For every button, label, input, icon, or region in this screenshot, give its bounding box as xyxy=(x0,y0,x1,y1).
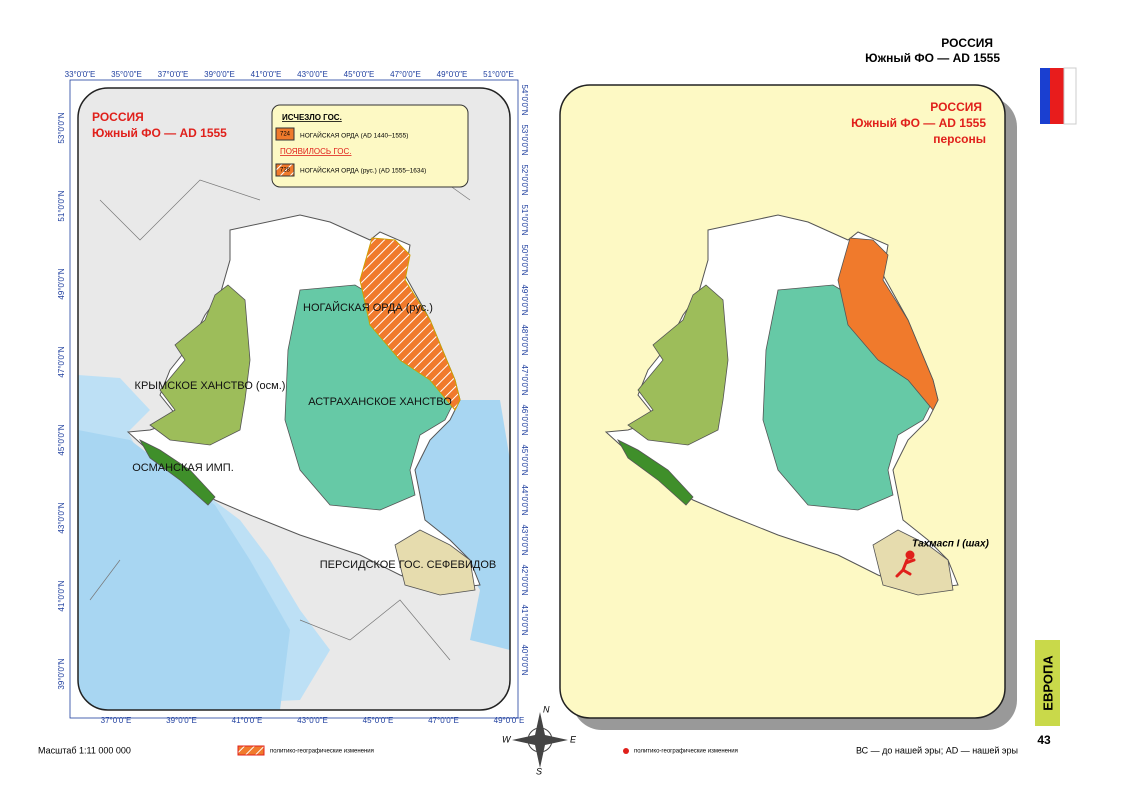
lon-label: 47°0'0"E xyxy=(428,716,459,725)
footer-legend: политико-географические изменения xyxy=(634,749,738,755)
lon-label: 35°0'0"E xyxy=(111,70,142,79)
lat-label: 48°0'0"N xyxy=(520,324,529,355)
lat-label: 39°0'0"N xyxy=(57,658,66,689)
lat-label: 47°0'0"N xyxy=(520,364,529,395)
lon-label: 49°0'0"E xyxy=(437,70,468,79)
legend-swatch xyxy=(237,745,265,756)
lat-label: 45°0'0"N xyxy=(57,424,66,455)
lon-label: 49°0'0"E xyxy=(494,716,525,725)
compass-w: W xyxy=(502,734,512,744)
lat-label: 41°0'0"N xyxy=(520,604,529,635)
region-label: ОСМАНСКАЯ ИМП. xyxy=(132,462,234,474)
lon-label: 37°0'0"E xyxy=(101,716,132,725)
page-number: 43 xyxy=(1037,733,1051,747)
legend-appeared: ПОЯВИЛОСЬ ГОС. xyxy=(280,147,352,156)
lat-label: 40°0'0"N xyxy=(520,644,529,675)
legend: ИСЧЕЗЛО ГОС. 724 НОГАЙСКАЯ ОРДА (AD 1440… xyxy=(271,104,469,188)
lat-label: 43°0'0"N xyxy=(57,502,66,533)
right-map-subtitle: Южный ФО — AD 1555 xyxy=(851,116,986,130)
region-label: НОГАЙСКАЯ ОРДА (рус.) xyxy=(303,301,433,314)
scale: Масштаб 1:11 000 000 xyxy=(38,745,131,755)
lon-label: 47°0'0"E xyxy=(390,70,421,79)
legend-code: 728 xyxy=(280,168,291,174)
side-tab xyxy=(1035,640,1060,726)
region-label: ПЕРСИДСКОЕ ГОС. СЕФЕВИДОВ xyxy=(320,559,496,571)
lon-label: 33°0'0"E xyxy=(65,70,96,79)
legend-disappeared: ИСЧЕЗЛО ГОС. xyxy=(282,113,342,122)
graticule-frame xyxy=(69,79,519,719)
compass-e: E xyxy=(570,734,577,744)
header-subtitle: Южный ФО — AD 1555 xyxy=(865,51,1000,65)
left-map xyxy=(78,88,510,710)
flag xyxy=(1040,67,1077,125)
lat-label: 53°0'0"N xyxy=(57,112,66,143)
side-tab-label: ЕВРОПА xyxy=(1040,655,1055,711)
legend-dot xyxy=(623,748,629,754)
region-label: АСТРАХАНСКОЕ ХАНСТВО xyxy=(308,396,452,408)
left-map-border xyxy=(77,87,511,711)
region-label: КРЫМСКОЕ ХАНСТВО (осм.) xyxy=(135,380,286,392)
lon-label: 51°0'0"E xyxy=(483,70,514,79)
lon-label: 45°0'0"E xyxy=(363,716,394,725)
lon-label: 43°0'0"E xyxy=(297,716,328,725)
compass-n: N xyxy=(543,704,550,714)
lat-label: 49°0'0"N xyxy=(520,284,529,315)
lat-label: 51°0'0"N xyxy=(57,190,66,221)
legend-item: НОГАЙСКАЯ ОРДА (рус.) (AD 1555–1634) xyxy=(300,166,426,175)
left-map-subtitle: Южный ФО — AD 1555 xyxy=(92,126,227,140)
right-map-title: РОССИЯ xyxy=(930,100,982,114)
lat-label: 50°0'0"N xyxy=(520,244,529,275)
lat-label: 45°0'0"N xyxy=(520,444,529,475)
footer-legend: политико-географические изменения xyxy=(270,749,374,755)
lon-label: 45°0'0"E xyxy=(344,70,375,79)
lat-label: 43°0'0"N xyxy=(520,524,529,555)
lat-label: 47°0'0"N xyxy=(57,346,66,377)
lat-label: 49°0'0"N xyxy=(57,268,66,299)
lat-label: 44°0'0"N xyxy=(520,484,529,515)
map-labels: НОГАЙСКАЯ ОРДА (рус.) КРЫМСКОЕ ХАНСТВО (о… xyxy=(132,301,496,571)
lat-label: 46°0'0"N xyxy=(520,404,529,435)
legend-code: 724 xyxy=(280,132,291,138)
lat-label: 51°0'0"N xyxy=(520,204,529,235)
right-map-note: персоны xyxy=(933,132,986,146)
lon-label: 39°0'0"E xyxy=(166,716,197,725)
person-icon xyxy=(895,550,916,578)
lat-label: 52°0'0"N xyxy=(520,164,529,195)
lat-label: 54°0'0"N xyxy=(520,84,529,115)
lon-label: 43°0'0"E xyxy=(297,70,328,79)
lon-label: 41°0'0"E xyxy=(251,70,282,79)
lat-label: 42°0'0"N xyxy=(520,564,529,595)
coordinates: 33°0'0"E 35°0'0"E 37°0'0"E 39°0'0"E 41°0'0"E… xyxy=(57,70,529,725)
person-label: Тахмасп I (шах) xyxy=(912,539,990,550)
lat-label: 41°0'0"N xyxy=(57,580,66,611)
compass: N W E S xyxy=(502,704,577,776)
lat-label: 53°0'0"N xyxy=(520,124,529,155)
left-map-title: РОССИЯ xyxy=(92,110,144,124)
lon-label: 41°0'0"E xyxy=(232,716,263,725)
compass-s: S xyxy=(536,766,542,776)
lon-label: 37°0'0"E xyxy=(158,70,189,79)
era-note: ВС — до нашей эры; AD — нашей эры xyxy=(856,745,1018,755)
header-country: РОССИЯ xyxy=(941,36,993,50)
lon-label: 39°0'0"E xyxy=(204,70,235,79)
legend-item: НОГАЙСКАЯ ОРДА (AD 1440–1555) xyxy=(300,131,408,140)
nogai-region xyxy=(837,237,939,411)
